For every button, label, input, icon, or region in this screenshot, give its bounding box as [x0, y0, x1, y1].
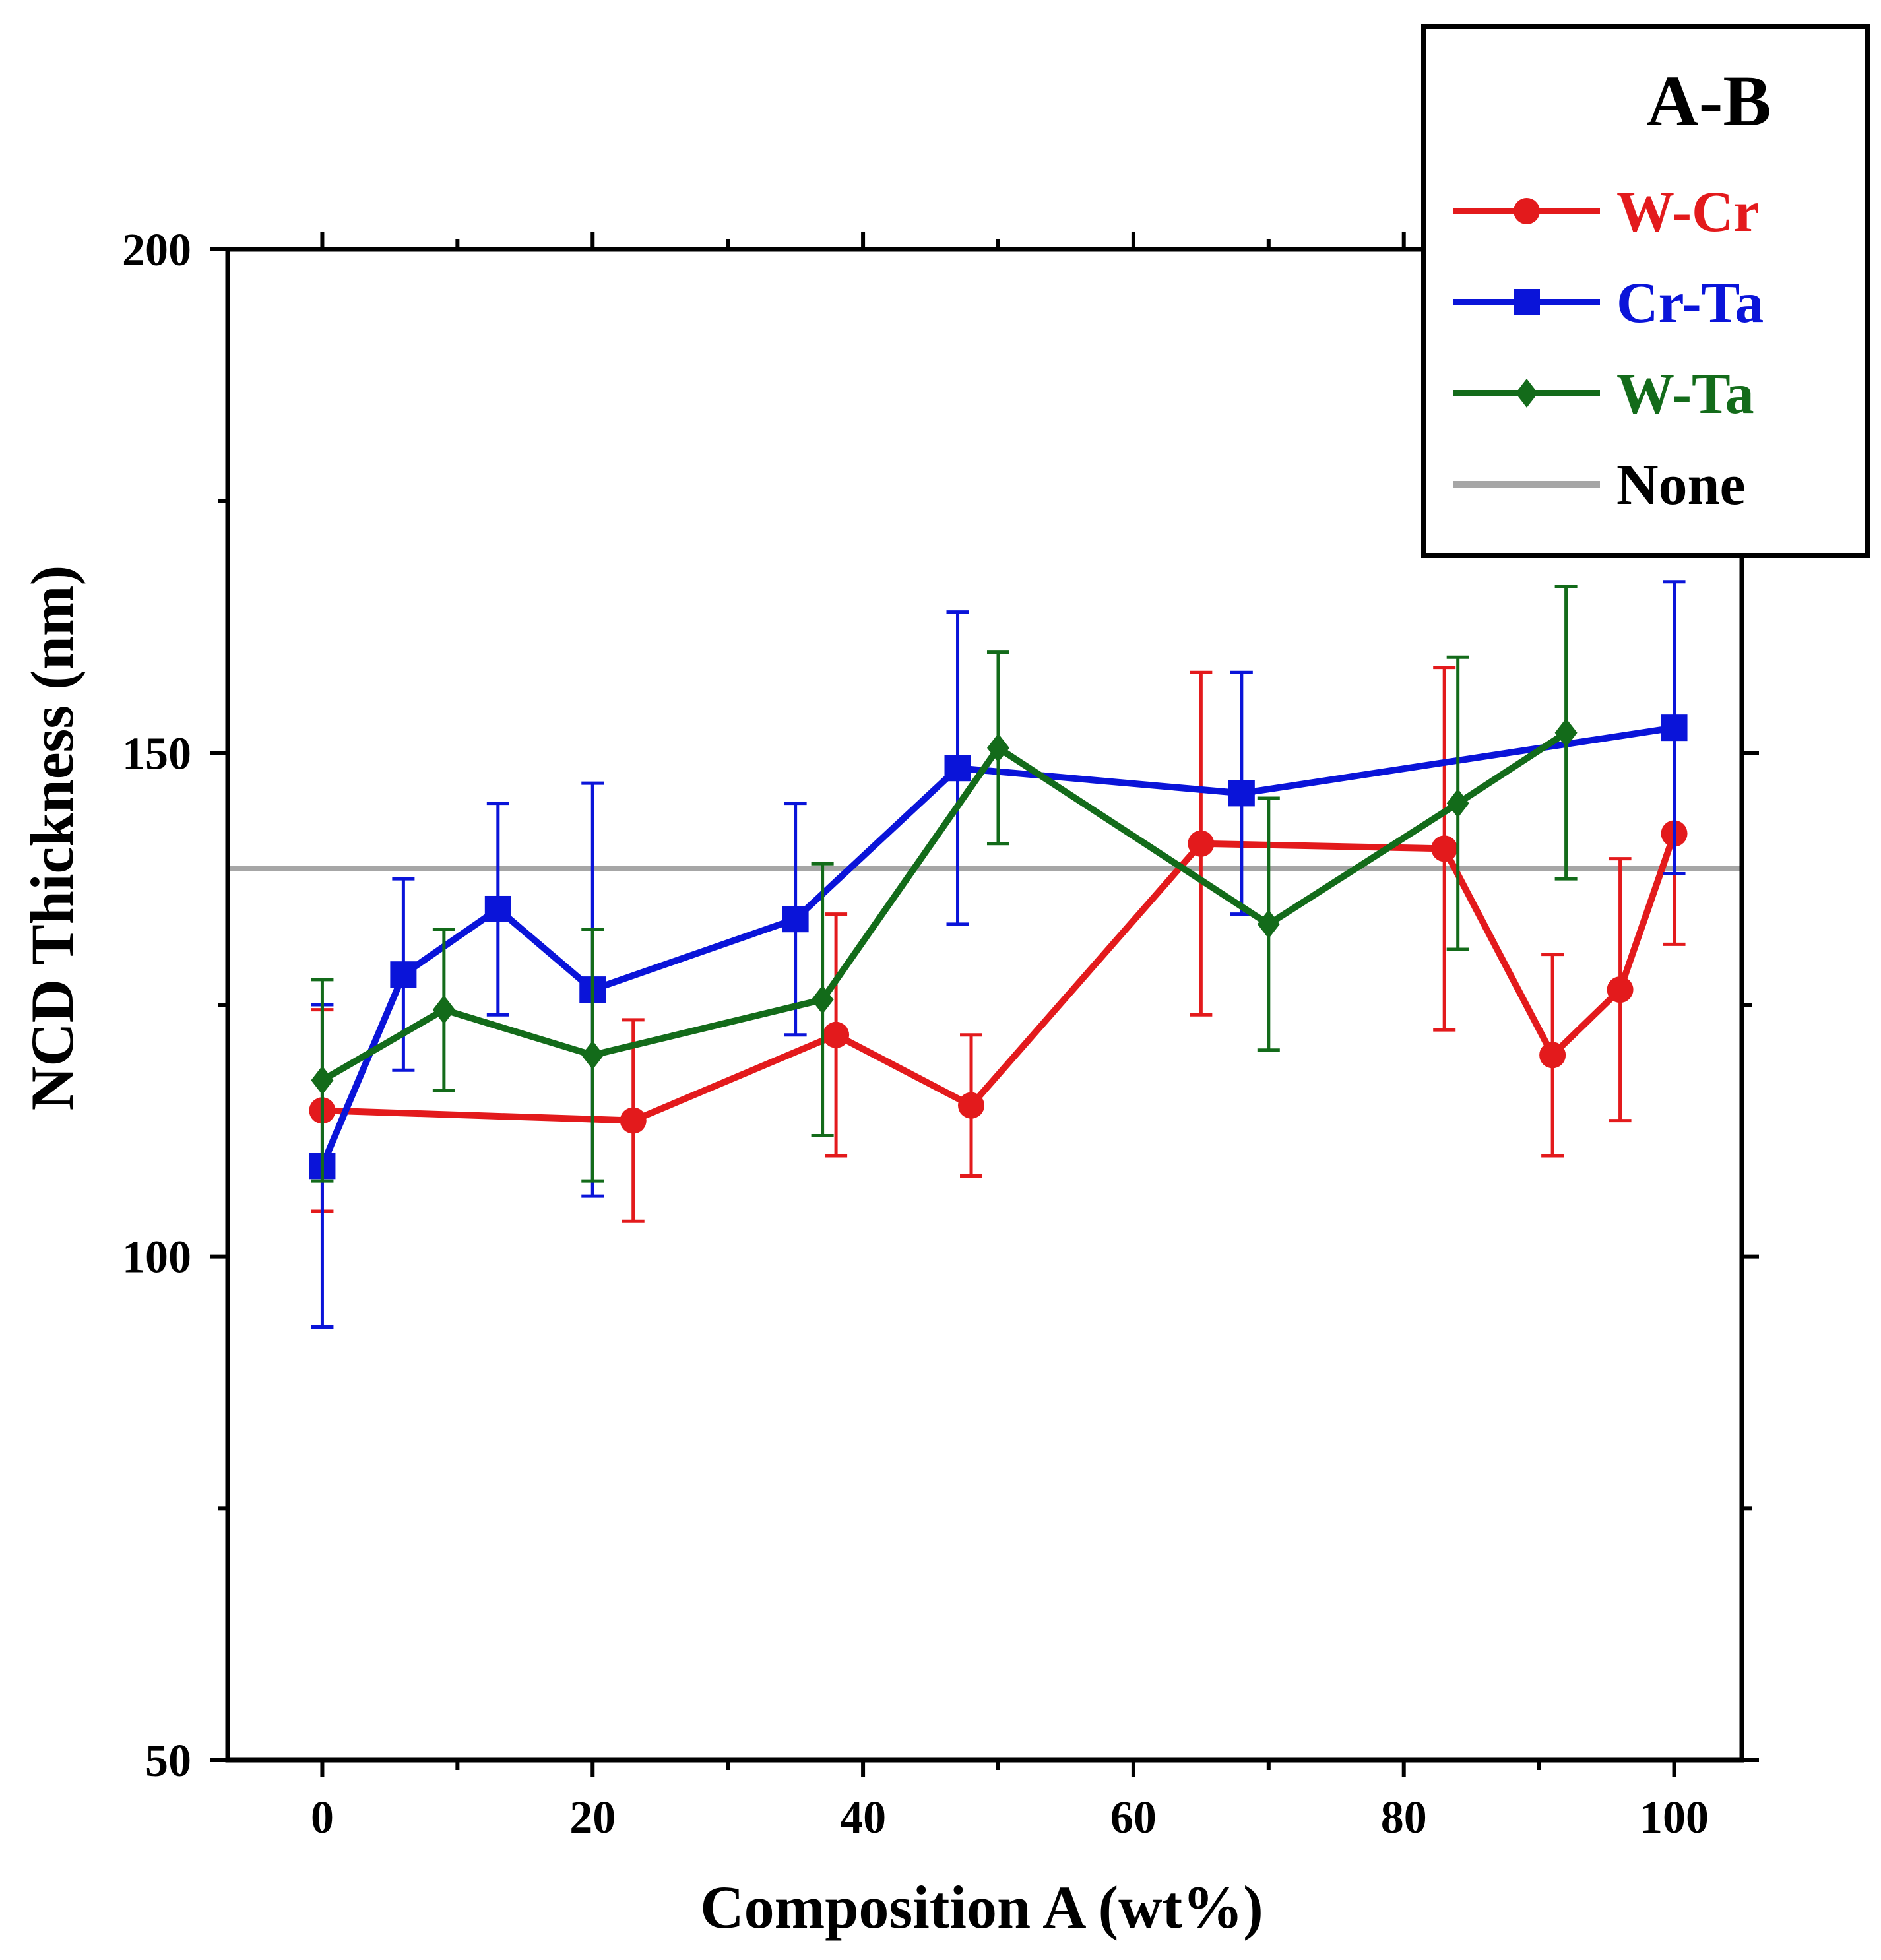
legend-item-w-ta: W-Ta: [1453, 362, 1754, 426]
x-tick-label: 80: [1381, 1792, 1427, 1843]
data-point-cr-ta: [1228, 780, 1255, 807]
series-layer: [309, 580, 1688, 1329]
y-tick-label: 50: [145, 1736, 191, 1786]
y-tick-label: 200: [122, 225, 191, 276]
data-point-w-ta: [581, 1040, 604, 1070]
y-tick-label: 150: [122, 728, 191, 779]
data-point-cr-ta: [484, 895, 511, 922]
data-point-cr-ta: [944, 755, 971, 782]
legend: A-B W-Cr Cr-Ta W-Ta None: [1421, 24, 1870, 558]
data-point-w-ta: [1257, 909, 1280, 939]
x-tick-label: 40: [840, 1792, 886, 1843]
legend-label-w-cr: W-Cr: [1616, 180, 1760, 244]
series-w-cr: [309, 666, 1688, 1223]
data-point-w-ta: [1554, 718, 1578, 747]
legend-marker-cr-ta: [1514, 289, 1540, 315]
data-point-w-cr: [958, 1092, 985, 1119]
axes-layer: 0 20 40 60 80 100 50 100 150 200: [122, 225, 1759, 1843]
y-tick-label: 100: [122, 1232, 191, 1283]
legend-item-none: None: [1453, 453, 1746, 517]
data-point-cr-ta: [390, 961, 417, 988]
data-point-w-cr: [1431, 835, 1458, 862]
data-point-w-ta: [811, 985, 834, 1015]
x-tick-label: 60: [1110, 1792, 1157, 1843]
data-point-cr-ta: [1661, 714, 1688, 742]
x-axis-title: Composition A (wt%): [700, 1874, 1263, 1941]
legend-box: [1421, 24, 1870, 558]
legend-title: A-B: [1646, 61, 1771, 141]
series-w-ta: [311, 585, 1578, 1183]
legend-label-w-ta: W-Ta: [1616, 362, 1754, 426]
data-point-w-cr: [823, 1021, 850, 1048]
data-point-w-cr: [1539, 1042, 1566, 1069]
data-point-w-cr: [1607, 976, 1634, 1003]
data-point-w-ta: [986, 733, 1009, 763]
x-tick-label: 100: [1640, 1792, 1709, 1843]
data-point-w-cr: [1188, 830, 1215, 857]
data-point-w-cr: [620, 1107, 647, 1134]
y-axis-title: NCD Thickness (nm): [18, 565, 86, 1110]
legend-item-cr-ta: Cr-Ta: [1453, 271, 1764, 335]
x-tick-label: 0: [311, 1792, 334, 1843]
legend-entries: W-Cr Cr-Ta W-Ta None: [1453, 180, 1764, 517]
legend-item-w-cr: W-Cr: [1453, 180, 1760, 244]
legend-label-none: None: [1616, 453, 1746, 517]
x-tick-label: 20: [569, 1792, 616, 1843]
data-point-w-ta: [432, 995, 455, 1025]
data-point-w-ta: [311, 1065, 334, 1095]
data-point-cr-ta: [782, 906, 809, 933]
legend-marker-w-cr: [1514, 198, 1540, 224]
legend-label-cr-ta: Cr-Ta: [1616, 271, 1764, 335]
data-point-w-ta: [1446, 788, 1469, 818]
legend-marker-w-ta: [1515, 379, 1538, 408]
series-line-w-cr: [322, 832, 1678, 1124]
series-line-cr-ta: [319, 724, 1675, 1168]
series-line-w-ta: [320, 730, 1568, 1083]
